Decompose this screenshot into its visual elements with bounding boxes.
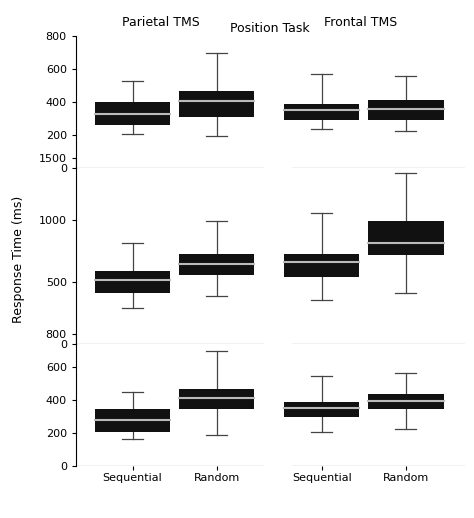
- Bar: [95, 409, 170, 431]
- Bar: [284, 402, 359, 418]
- Bar: [284, 104, 359, 120]
- Title: Combined Task: Combined Task: [223, 320, 318, 333]
- Text: Response Time (ms): Response Time (ms): [12, 195, 26, 323]
- Bar: [179, 254, 255, 275]
- Bar: [284, 254, 359, 277]
- Bar: [179, 388, 255, 409]
- Bar: [179, 91, 255, 117]
- Bar: [95, 271, 170, 293]
- Bar: [368, 100, 444, 120]
- Bar: [95, 103, 170, 125]
- Bar: [368, 394, 444, 409]
- Bar: [368, 221, 444, 255]
- Title: Position Task: Position Task: [230, 22, 310, 35]
- Text: Parietal TMS: Parietal TMS: [122, 16, 200, 28]
- Text: Frontal TMS: Frontal TMS: [324, 16, 397, 28]
- Title: Color task: Color task: [239, 144, 301, 157]
